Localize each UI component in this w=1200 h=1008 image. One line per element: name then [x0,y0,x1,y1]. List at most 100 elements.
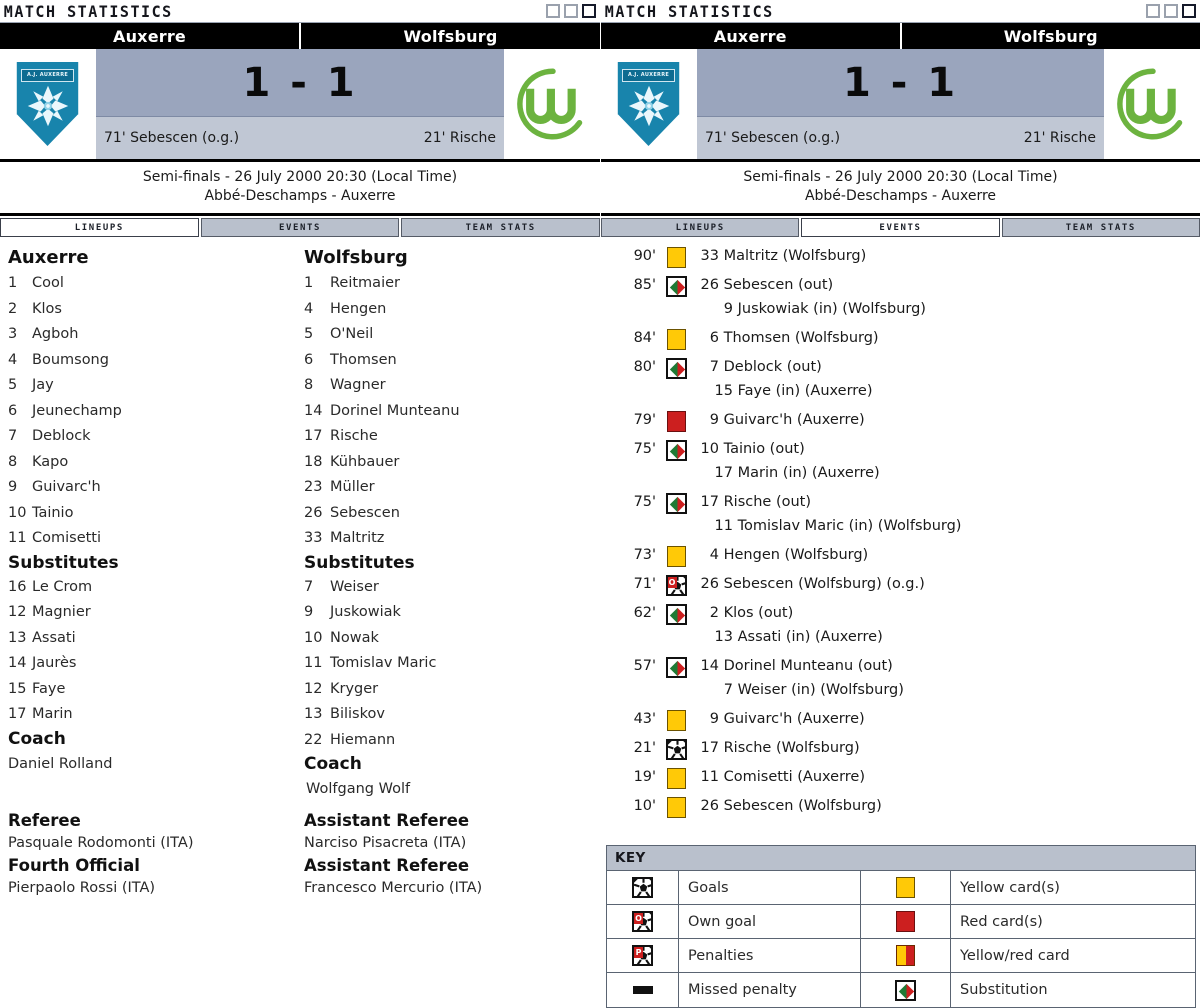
player-name: Kühbauer [330,453,400,470]
key-icon-cell [861,939,951,973]
key-label: Substitution [960,982,1048,998]
player-name: Nowak [330,629,379,646]
player-number: 5 [8,377,18,393]
player-name: Faye [32,680,66,697]
player-number: 17 [8,706,27,722]
home-crest-box: A.J. AUXERRE [0,49,95,159]
player-number: 5 [304,326,314,342]
player-number: 8 [8,453,18,470]
event-line: 2 Klos (out) [709,605,794,621]
player-number: 3 [8,326,18,342]
player-name: Magnier [32,604,91,620]
events-list: 90' 33 Maltritz (Wolfsburg) 85' 26 Sebescen… [601,237,1200,818]
player-name: Hengen [330,300,387,317]
crest-label: A.J. AUXERRE [26,72,69,79]
player-number: 7 [304,578,314,595]
key-label: Yellow card(s) [951,871,1195,905]
event-minute: 57' [633,658,656,674]
substitution-icon [665,276,687,297]
tab-events[interactable]: EVENTS [200,218,400,237]
tab-team-stats[interactable]: TEAM STATS [401,218,600,237]
player-number: 14 [304,402,323,419]
event-text: 9 Guivarc'h (Auxerre) [689,408,865,432]
event-icon-cell [663,707,689,731]
key-label: Yellow/red card [951,939,1195,973]
event-icon-cell [663,654,689,678]
own-goal-icon: O [665,575,687,596]
event-minute: 84' [633,330,656,346]
tab-events[interactable]: EVENTS [801,218,1000,237]
close-box-icon[interactable] [582,4,596,18]
lineup-row: 2 Klos [8,297,300,323]
substitution-icon [665,657,687,678]
player-name: Dorinel Munteanu [330,402,460,419]
minimize-box-icon[interactable] [1146,4,1160,18]
event-text: 7 Deblock (out) 15 Faye (in) (Auxerre) [689,355,873,403]
key-label: Red card(s) [951,905,1195,939]
key-label: Penalties [679,939,861,973]
player-name: Le Crom [32,578,93,595]
tab-team-stats[interactable]: TEAM STATS [1001,218,1200,237]
window-controls [546,4,596,18]
lineup-row: 15 Faye [8,677,300,703]
maximize-box-icon[interactable] [564,4,578,18]
key-icon-cell [607,871,679,905]
tab-lineups[interactable]: LINEUPS [0,218,199,237]
lineup-row: 7 Weiser [304,575,600,601]
event-minute: 75' [633,441,656,457]
minimize-box-icon[interactable] [546,4,560,18]
event-minute: 19' [633,769,656,785]
yellow-card-icon [666,710,686,731]
maximize-box-icon[interactable] [1164,4,1178,18]
player-number: 2 [8,300,18,317]
auxerre-crest-icon: A.J. AUXERRE [617,62,681,146]
lineup-row: 13 Biliskov [304,702,600,728]
tab-lineups[interactable]: LINEUPS [601,218,800,237]
player-number: 16 [8,578,27,595]
lineup-row: 5 Jay [8,373,300,399]
event-row: 79' 9 Guivarc'h (Auxerre) [601,408,1200,432]
key-legend: KEY Goals Yellow card(s) O Own goal Red card… [606,845,1196,1008]
away-subs-heading: Substitutes [304,552,415,573]
away-coach-name: Wolfgang Wolf [306,781,411,797]
yellow-card-icon [666,768,686,789]
away-lineup-column: Wolfsburg 1 Reitmaier 4 Hengen 5 O'Neil 6 Thoms… [300,247,600,802]
red-card-icon [896,911,915,932]
event-icon-cell: O [663,572,689,596]
lineup-row: 18 Kühbauer [304,450,600,476]
event-icon-cell [663,408,689,432]
score-strip: A.J. AUXERRE [0,49,600,162]
lineup-row: 8 Kapo [8,450,300,476]
official-role: Assistant Referee [304,856,470,875]
event-icon-cell [663,273,689,297]
event-minute: 90' [633,248,656,264]
player-name: Tainio [32,504,74,521]
player-name: Guivarc'h [32,479,101,495]
event-text: 11 Comisetti (Auxerre) [689,765,865,789]
player-name: Klos [32,300,62,317]
lineup-row: 10 Nowak [304,626,600,652]
lineup-row: 8 Wagner [304,373,600,399]
event-row: 19' 11 Comisetti (Auxerre) [601,765,1200,789]
player-name: Rische [330,428,378,444]
goal-icon [665,739,687,760]
close-box-icon[interactable] [1182,4,1196,18]
event-icon-cell [663,355,689,379]
event-line: 10 Tainio (out) [700,441,805,457]
home-lineup-team: Auxerre [8,247,89,268]
player-number: 23 [304,479,323,495]
player-name: O'Neil [330,326,374,342]
tab-bar-right: LINEUPS EVENTS TEAM STATS [601,216,1200,237]
home-starters-list: 1 Cool 2 Klos 3 Agboh 4 Boumsong 5 Jay 6 Jeunechamp… [8,271,300,552]
event-line: 7 Deblock (out) [709,359,822,375]
official-name: Francesco Mercurio (ITA) [304,880,483,896]
player-number: 11 [304,655,323,671]
lineup-row: 23 Müller [304,475,600,501]
lineup-row: 26 Sebescen [304,501,600,527]
key-label: Goals [679,871,861,905]
player-number: 12 [304,680,323,697]
event-minute: 85' [633,277,656,293]
yellow-card-icon [666,329,686,350]
event-row: 10' 26 Sebescen (Wolfsburg) [601,794,1200,818]
lineup-row: 10 Tainio [8,501,300,527]
